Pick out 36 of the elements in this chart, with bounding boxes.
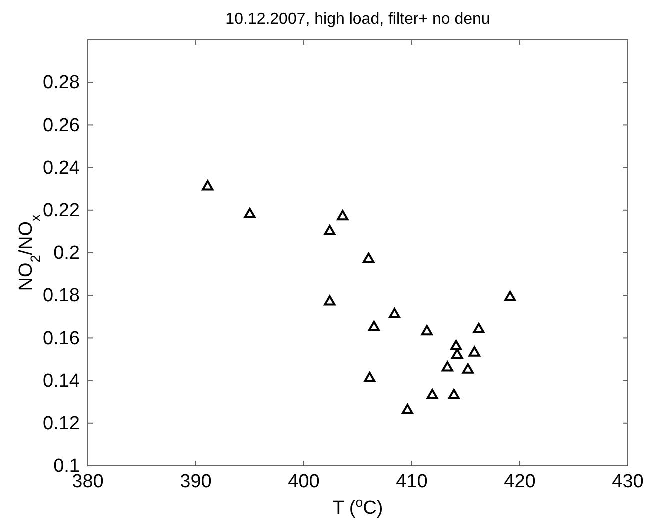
x-tick-label: 400	[288, 471, 320, 492]
y-tick-label: 0.2	[54, 243, 80, 264]
point	[468, 346, 480, 357]
point	[324, 225, 336, 236]
point	[364, 372, 376, 382]
point	[421, 325, 433, 336]
point	[442, 361, 454, 372]
y-tick-label: 0.28	[43, 72, 80, 94]
x-tick-label: 410	[396, 471, 428, 492]
point	[504, 291, 516, 302]
point	[368, 321, 380, 332]
point	[473, 323, 485, 334]
y-tick-label: 0.26	[43, 115, 80, 136]
chart-title: 10.12.2007, high load, filter+ no denu	[226, 11, 490, 28]
point	[337, 210, 349, 221]
point	[324, 295, 336, 306]
point	[452, 348, 464, 360]
x-tick-label: 390	[180, 471, 212, 492]
y-tick-label: 0.12	[43, 413, 80, 434]
y-tick-label: 0.14	[43, 370, 80, 392]
point	[362, 252, 375, 264]
point	[450, 340, 462, 350]
point	[402, 404, 414, 414]
y-tick-label: 0.16	[43, 328, 80, 350]
point	[448, 389, 460, 400]
y-tick-label: 0.18	[43, 286, 80, 307]
point	[426, 389, 438, 400]
point	[462, 364, 474, 374]
x-tick-label: 420	[504, 471, 536, 492]
point	[202, 180, 214, 191]
x-axis-title: T ($^{o}$C)	[332, 494, 384, 519]
point	[388, 308, 401, 319]
y-tick-label: 0.24	[43, 158, 80, 179]
y-tick-label: 0.22	[43, 200, 80, 222]
point	[244, 208, 256, 218]
x-tick-label: 430	[612, 471, 644, 492]
